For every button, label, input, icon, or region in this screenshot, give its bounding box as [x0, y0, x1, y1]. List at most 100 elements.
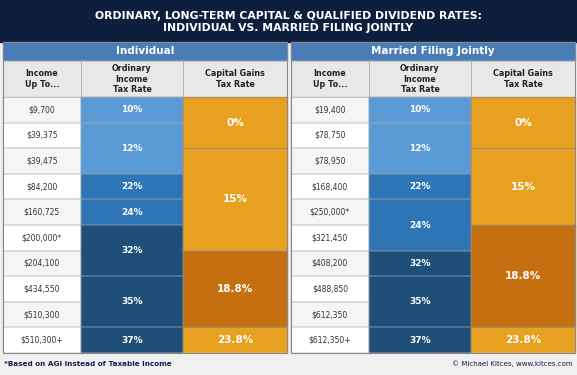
Bar — [81, 174, 183, 200]
Bar — [291, 42, 575, 61]
Bar — [291, 97, 369, 123]
Bar — [291, 225, 369, 251]
Bar — [369, 123, 471, 174]
Bar — [0, 353, 577, 375]
Text: 24%: 24% — [121, 208, 143, 217]
Bar — [81, 327, 183, 353]
Bar — [3, 123, 81, 148]
Bar — [291, 174, 369, 200]
Bar — [291, 42, 575, 353]
Bar — [291, 61, 369, 97]
Bar — [3, 200, 81, 225]
Bar — [471, 61, 575, 97]
Bar — [3, 276, 81, 302]
Bar — [291, 327, 369, 353]
Bar — [471, 225, 575, 327]
Bar — [471, 327, 575, 353]
Bar — [471, 97, 575, 148]
Bar — [471, 97, 575, 148]
Bar — [291, 251, 369, 276]
Bar — [471, 225, 575, 327]
Text: 12%: 12% — [121, 144, 143, 153]
Bar — [369, 61, 471, 97]
Bar — [291, 97, 369, 123]
Bar — [291, 123, 369, 148]
Bar — [183, 327, 287, 353]
Bar — [471, 148, 575, 225]
Bar — [291, 200, 369, 225]
Bar — [291, 61, 369, 97]
Text: 18.8%: 18.8% — [505, 271, 541, 281]
Text: 32%: 32% — [409, 259, 431, 268]
Text: 15%: 15% — [223, 194, 248, 204]
Bar — [183, 327, 287, 353]
Bar — [3, 251, 81, 276]
Text: INDIVIDUAL VS. MARRIED FILING JOINTLY: INDIVIDUAL VS. MARRIED FILING JOINTLY — [163, 23, 414, 33]
Bar — [81, 200, 183, 225]
Bar — [81, 276, 183, 327]
Bar — [369, 97, 471, 123]
Bar — [369, 174, 471, 200]
Bar — [369, 61, 471, 97]
Bar — [0, 0, 577, 42]
Bar — [81, 225, 183, 276]
Bar — [3, 123, 81, 148]
Bar — [3, 42, 287, 61]
Bar — [183, 61, 287, 97]
Text: *Based on AGI instead of Taxable Income: *Based on AGI instead of Taxable Income — [4, 361, 171, 367]
Text: 15%: 15% — [511, 182, 535, 192]
Bar — [291, 123, 369, 148]
Text: $612,350+: $612,350+ — [309, 336, 351, 345]
Text: 22%: 22% — [409, 182, 431, 191]
Bar — [81, 61, 183, 97]
Bar — [3, 327, 81, 353]
Text: $39,375: $39,375 — [26, 131, 58, 140]
Text: Ordinary
Income
Tax Rate: Ordinary Income Tax Rate — [112, 64, 152, 94]
Bar — [183, 97, 287, 148]
Text: $9,700: $9,700 — [29, 105, 55, 114]
Bar — [81, 97, 183, 123]
Bar — [81, 225, 183, 276]
Text: $168,400: $168,400 — [312, 182, 348, 191]
Text: $78,950: $78,950 — [314, 156, 346, 165]
Bar — [369, 174, 471, 200]
Text: $204,100: $204,100 — [24, 259, 60, 268]
Bar — [183, 148, 287, 250]
Bar — [3, 225, 81, 251]
Text: $612,350: $612,350 — [312, 310, 348, 319]
Bar — [471, 148, 575, 225]
Bar — [3, 148, 81, 174]
Text: Ordinary
Income
Tax Rate: Ordinary Income Tax Rate — [400, 64, 440, 94]
Bar — [291, 302, 369, 327]
Bar — [3, 174, 81, 200]
Bar — [3, 200, 81, 225]
Text: 32%: 32% — [121, 246, 143, 255]
Text: 12%: 12% — [409, 144, 431, 153]
Bar — [81, 327, 183, 353]
Bar — [369, 276, 471, 327]
Bar — [81, 123, 183, 174]
Bar — [369, 327, 471, 353]
Text: 37%: 37% — [409, 336, 431, 345]
Bar — [3, 302, 81, 327]
Text: Income
Up To...: Income Up To... — [25, 69, 59, 89]
Bar — [369, 123, 471, 174]
Text: Capital Gains
Tax Rate: Capital Gains Tax Rate — [493, 69, 553, 89]
Bar — [291, 276, 369, 302]
Text: $19,400: $19,400 — [314, 105, 346, 114]
Bar — [3, 251, 81, 276]
Text: Income
Up To...: Income Up To... — [313, 69, 347, 89]
Text: $510,300: $510,300 — [24, 310, 60, 319]
Bar — [183, 251, 287, 327]
Text: $434,550: $434,550 — [24, 285, 60, 294]
Bar — [3, 42, 287, 353]
Bar — [369, 251, 471, 276]
Bar — [183, 61, 287, 97]
Text: 23.8%: 23.8% — [217, 335, 253, 345]
Text: $160,725: $160,725 — [24, 208, 60, 217]
Bar — [183, 97, 287, 148]
Bar — [369, 97, 471, 123]
Bar — [291, 42, 575, 353]
Text: 35%: 35% — [121, 297, 143, 306]
Text: ORDINARY, LONG-TERM CAPITAL & QUALIFIED DIVIDEND RATES:: ORDINARY, LONG-TERM CAPITAL & QUALIFIED … — [95, 11, 482, 21]
